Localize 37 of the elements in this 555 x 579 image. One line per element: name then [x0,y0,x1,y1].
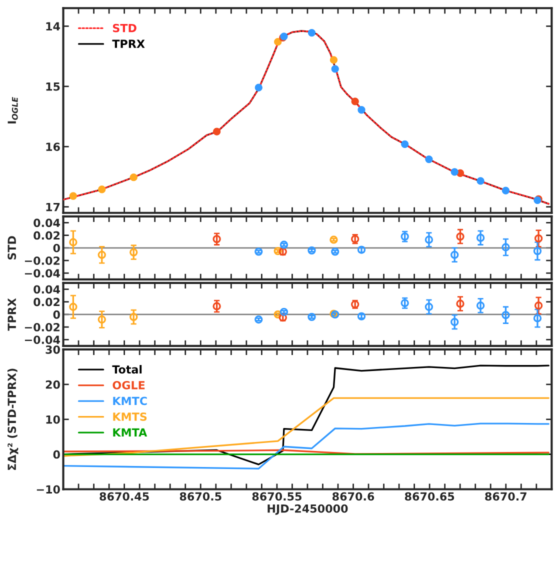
y-tick-label: 0.04 [34,285,60,294]
y-tick-label: 15 [46,82,60,91]
y-tick-label: 20 [46,380,60,389]
legend-label: KMTC [113,396,147,406]
y-tick-label: 17 [46,202,60,212]
y-tick-label: 0.02 [34,298,60,306]
x-axis-title: HJD-2450000 [268,504,348,515]
legend-label: STD [112,24,136,32]
y-axis-title: I$_{OGLE}$ [8,97,18,124]
y-tick-label: −0.04 [24,336,60,344]
legend-label: KMTA [113,428,148,436]
y-tick-label: −0.02 [24,256,60,265]
y-tick-label: −0.04 [24,269,60,278]
x-tick-label: 8670.55 [252,492,302,501]
y-tick-label: 30 [46,345,60,354]
x-tick-label: 8670.45 [100,492,149,501]
y-tick-label: 14 [46,22,60,30]
x-tick-label: 8670.5 [180,492,222,501]
x-tick-label: 8670.65 [404,492,454,501]
y-tick-label: −0.02 [24,323,60,332]
y-tick-label: 0 [53,310,60,319]
y-tick-label: 0 [53,450,60,459]
legend-label: TPRX [112,40,145,48]
y-tick-label: 10 [46,415,60,424]
x-tick-label: 8670.7 [485,492,526,501]
y-tick-label: 0 [53,244,60,252]
y-tick-label: 0.02 [34,231,60,240]
y-tick-label: 16 [46,142,60,151]
legend-label: OGLE [112,380,145,390]
y-axis-title: TPRX [8,298,16,331]
legend-label: Total [112,365,142,374]
y-axis-title: STD [8,236,16,260]
y-tick-label: −10 [36,485,60,494]
legend-label: KMTS [113,412,147,421]
y-axis-title: ΣΔχ² (STD-TPRX) [7,368,18,470]
y-tick-label: 0.04 [34,218,60,228]
x-tick-label: 8670.6 [332,492,374,501]
